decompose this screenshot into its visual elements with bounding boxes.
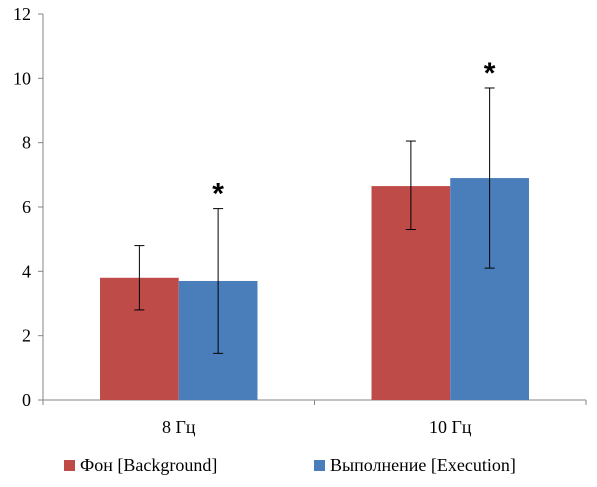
y-tick-label: 4: [22, 261, 31, 281]
significance-marks: **: [212, 57, 496, 211]
y-tick-label: 10: [13, 68, 31, 88]
y-tick-label: 0: [22, 390, 31, 410]
y-tick-label: 12: [13, 4, 31, 24]
y-tick-label: 8: [22, 133, 31, 153]
legend-item-execution: Выполнение [Execution]: [314, 455, 516, 476]
bars: [100, 178, 529, 400]
significance-star: *: [212, 178, 224, 211]
y-axis: 0 2 4 6 8 10 12: [13, 4, 44, 410]
legend-label-execution: Выполнение [Execution]: [330, 455, 516, 475]
legend-item-background: Фон [Background]: [64, 455, 217, 476]
y-tick-label: 6: [22, 197, 31, 217]
legend-swatch-background: [64, 460, 75, 471]
y-tick-label: 2: [22, 326, 31, 346]
significance-star: *: [484, 57, 496, 90]
x-tick-label: 8 Гц: [162, 417, 196, 437]
x-axis: 8 Гц 10 Гц: [42, 399, 587, 437]
error-bars: [134, 87, 495, 354]
x-tick-label: 10 Гц: [429, 417, 472, 437]
legend-swatch-execution: [314, 460, 325, 471]
legend: Фон [Background] Выполнение [Execution]: [0, 455, 597, 481]
legend-label-background: Фон [Background]: [80, 455, 218, 475]
